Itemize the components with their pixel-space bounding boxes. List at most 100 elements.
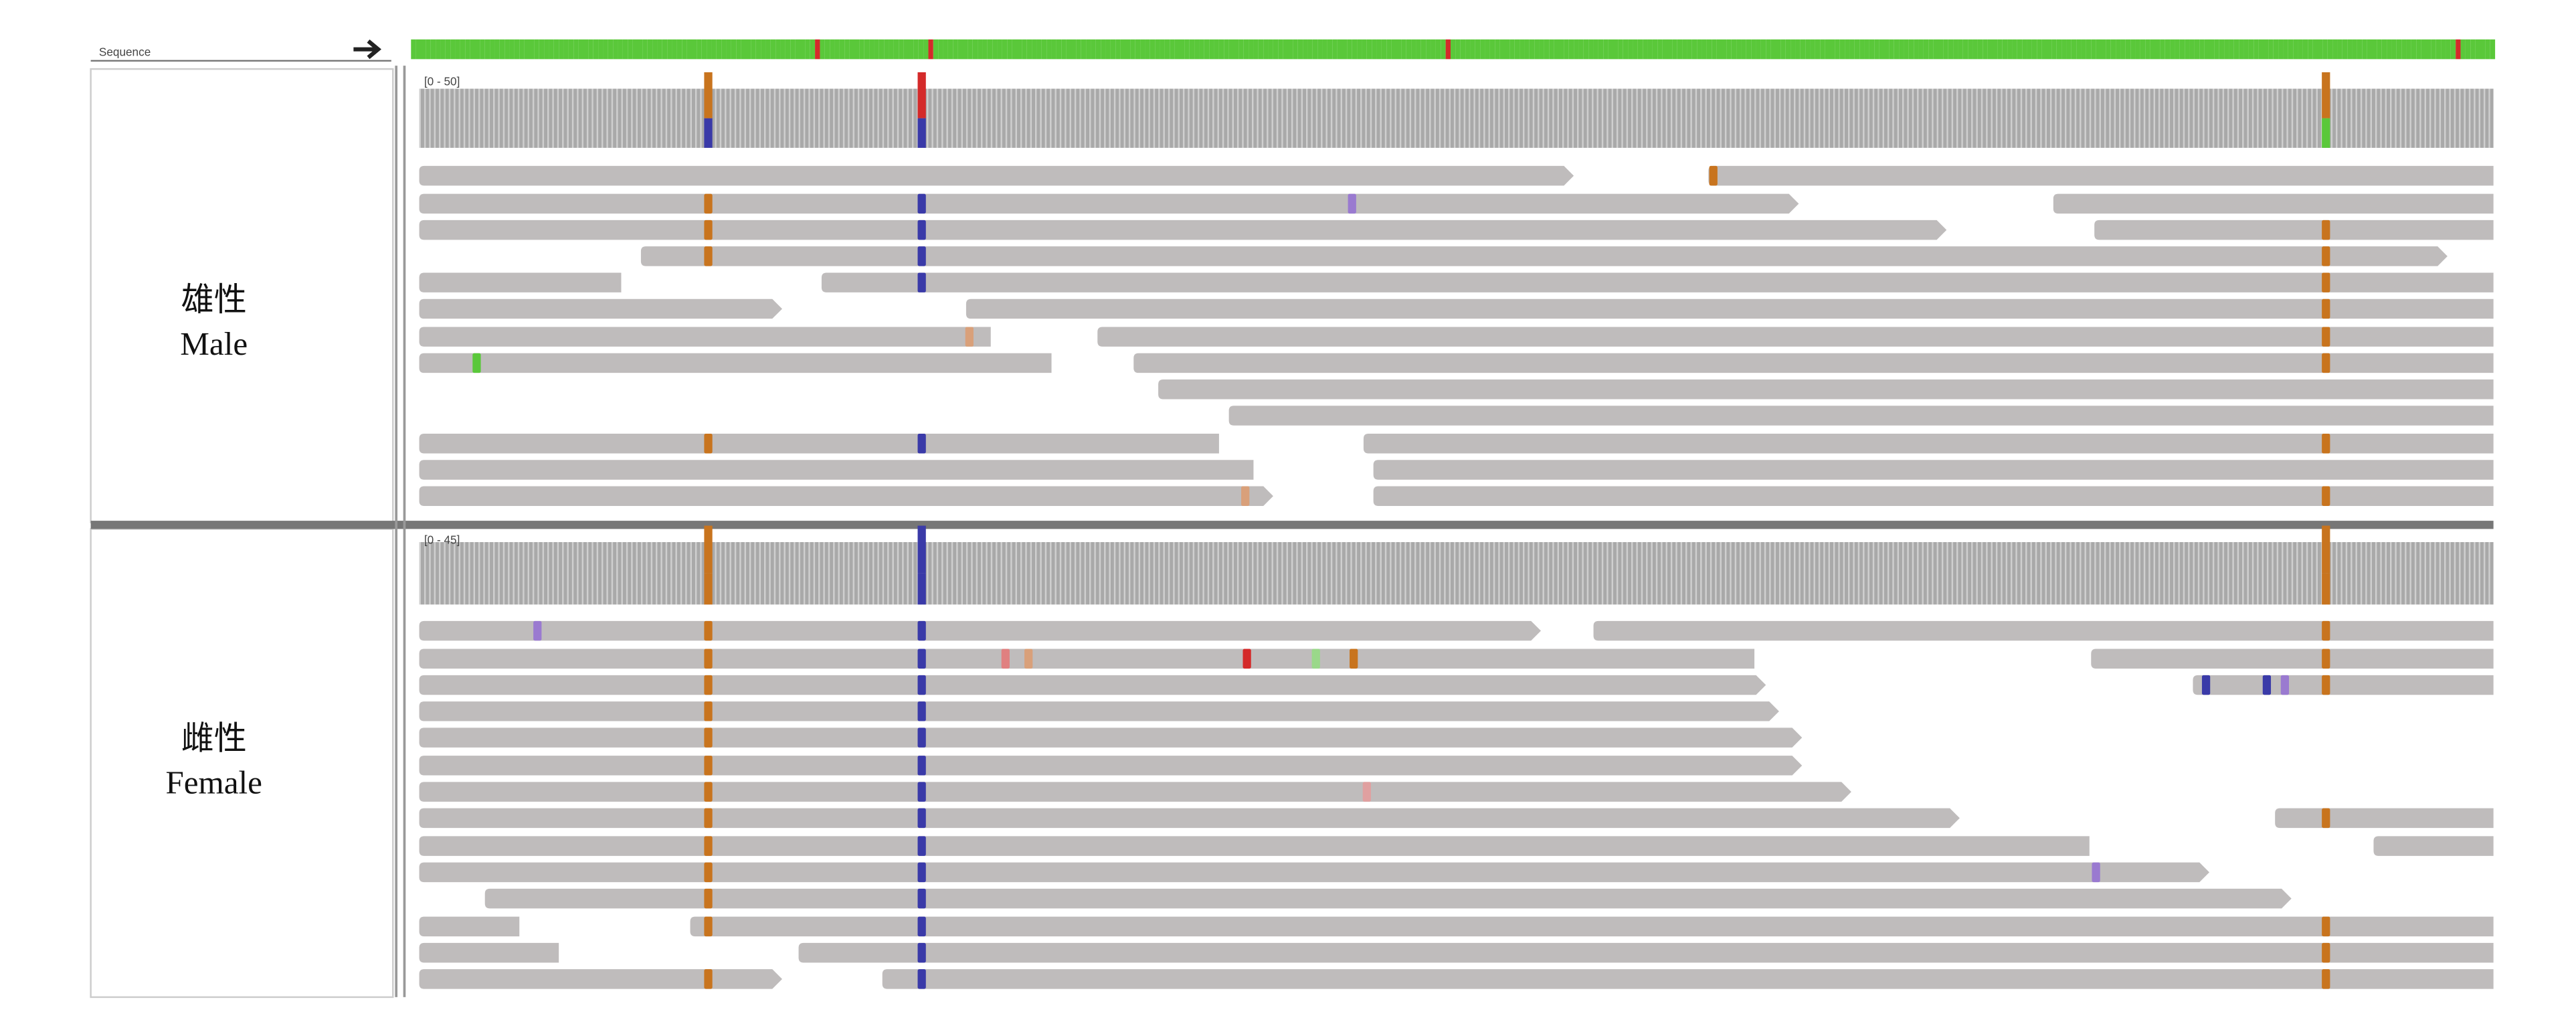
base	[1805, 39, 1811, 60]
mismatch	[917, 727, 926, 748]
base	[1076, 39, 1081, 60]
base	[1825, 39, 1830, 60]
base	[1273, 39, 1279, 60]
base	[2327, 39, 2333, 60]
base	[1628, 39, 1633, 60]
base	[608, 39, 614, 60]
mismatch	[2280, 675, 2290, 695]
read	[419, 649, 1755, 669]
base	[820, 39, 825, 60]
base	[1613, 39, 1619, 60]
base	[632, 39, 638, 60]
base	[1677, 39, 1683, 60]
mismatch	[1350, 649, 1358, 669]
mismatch	[2322, 486, 2330, 506]
base	[893, 39, 899, 60]
base	[2475, 39, 2480, 60]
base	[618, 39, 623, 60]
track-label-en: Male	[180, 325, 248, 362]
read	[419, 782, 1851, 802]
coverage-variant	[704, 72, 713, 118]
base	[1095, 39, 1101, 60]
mismatch	[917, 193, 926, 214]
base	[1115, 39, 1121, 60]
base	[1396, 39, 1402, 60]
base	[1598, 39, 1604, 60]
base	[1204, 39, 1210, 60]
base	[1509, 39, 1515, 60]
base	[2465, 39, 2471, 60]
base	[1731, 39, 1737, 60]
base	[1199, 39, 1204, 60]
read	[1133, 353, 2494, 373]
base	[1036, 39, 1042, 60]
read	[419, 272, 622, 292]
base	[2041, 39, 2047, 60]
mismatch	[704, 862, 713, 883]
base	[2204, 39, 2209, 60]
base	[573, 39, 579, 60]
read	[419, 486, 1273, 506]
base	[2416, 39, 2421, 60]
coverage-variant	[917, 525, 926, 574]
base	[1480, 39, 1485, 60]
sequence-label: Sequence	[99, 45, 151, 58]
base	[854, 39, 860, 60]
base	[1928, 39, 1934, 60]
base	[1327, 39, 1333, 60]
base	[1145, 39, 1150, 60]
base	[1736, 39, 1742, 60]
base	[1839, 39, 1845, 60]
mismatch	[2322, 434, 2330, 454]
base	[2086, 39, 2092, 60]
base	[1470, 39, 1475, 60]
base	[1194, 39, 1200, 60]
base	[2110, 39, 2116, 60]
base	[484, 39, 490, 60]
base	[455, 39, 460, 60]
base	[1170, 39, 1175, 60]
base	[2027, 39, 2032, 60]
base	[603, 39, 608, 60]
base	[559, 39, 564, 60]
base	[1135, 39, 1141, 60]
base	[2401, 39, 2407, 60]
base	[1352, 39, 1358, 60]
mismatch	[704, 193, 713, 214]
strand-arrow[interactable]	[353, 39, 381, 60]
base	[2012, 39, 2017, 60]
mismatch	[917, 808, 926, 829]
base	[697, 39, 702, 60]
base	[598, 39, 604, 60]
base	[2288, 39, 2294, 60]
coverage-variant	[704, 573, 713, 605]
base	[2278, 39, 2284, 60]
base	[1234, 39, 1239, 60]
read	[2373, 836, 2494, 856]
base	[662, 39, 668, 60]
base	[1465, 39, 1471, 60]
base	[1307, 39, 1313, 60]
base	[2076, 39, 2082, 60]
base	[1180, 39, 1185, 60]
base	[1869, 39, 1875, 60]
base	[1189, 39, 1195, 60]
mismatch	[704, 220, 713, 240]
base	[2071, 39, 2077, 60]
base	[1884, 39, 1890, 60]
base	[1790, 39, 1796, 60]
mismatch	[1311, 649, 1320, 669]
base	[2396, 39, 2402, 60]
mismatch	[2322, 620, 2330, 641]
base	[1608, 39, 1613, 60]
read	[419, 298, 782, 319]
read	[484, 888, 2292, 909]
base	[1672, 39, 1677, 60]
base	[1795, 39, 1801, 60]
base	[1002, 39, 1008, 60]
mismatch	[2322, 272, 2330, 292]
base	[1682, 39, 1687, 60]
mismatch	[704, 701, 713, 721]
base	[1835, 39, 1840, 60]
base	[2130, 39, 2136, 60]
